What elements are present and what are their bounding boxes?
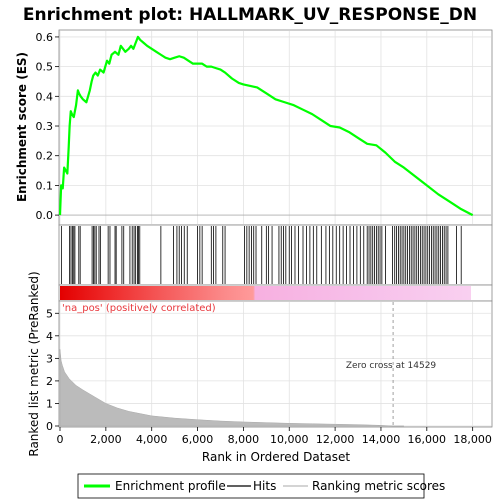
es-tick-label: 0.3 xyxy=(36,120,54,133)
metric-tick-label: 1 xyxy=(46,397,53,410)
x-tick-label: 6,000 xyxy=(182,433,214,446)
es-tick-label: 0.1 xyxy=(36,179,54,192)
x-tick-label: 2,000 xyxy=(90,433,122,446)
legend-metric-label: Ranking metric scores xyxy=(312,479,445,493)
x-tick-label: 8,000 xyxy=(228,433,260,446)
metric-panel xyxy=(58,300,493,428)
x-axis-label: Rank in Ordered Dataset xyxy=(202,450,350,464)
ticks: 0 2,000 4,000 6,000 8,000 10,000 12,000 14,000 1… xyxy=(36,31,492,446)
hit-markers xyxy=(60,226,462,284)
x-tick-label: 18,000 xyxy=(453,433,492,446)
grid xyxy=(59,31,491,427)
es-tick-label: 0.5 xyxy=(36,61,54,74)
es-tick-label: 0.0 xyxy=(36,209,54,222)
x-tick-label: 16,000 xyxy=(408,433,447,446)
x-tick-label: 12,000 xyxy=(316,433,355,446)
metric-tick-label: 3 xyxy=(46,352,53,365)
x-tick-label: 0 xyxy=(57,433,64,446)
x-tick-label: 4,000 xyxy=(136,433,168,446)
metric-area xyxy=(59,302,404,427)
legend-enrichment-label: Enrichment profile xyxy=(115,479,226,493)
ranking-metric-area xyxy=(59,349,404,427)
es-axis-label: Enrichment score (ES) xyxy=(15,52,29,202)
metric-tick-label: 4 xyxy=(46,330,53,343)
positive-correlation-label: 'na_pos' (positively correlated) xyxy=(62,303,216,314)
es-tick-label: 0.4 xyxy=(36,90,54,103)
zero-cross-label: Zero cross at 14529 xyxy=(346,361,437,371)
rank-gradient-bar xyxy=(60,286,471,300)
metric-tick-label: 5 xyxy=(46,307,53,320)
metric-tick-label: 2 xyxy=(46,375,53,388)
es-curve-layer xyxy=(58,35,474,217)
metric-axis-label: Ranked list metric (PreRanked) xyxy=(27,271,41,456)
enrichment-profile-line xyxy=(58,35,474,217)
es-tick-label: 0.6 xyxy=(36,31,54,44)
hits-panel xyxy=(58,224,493,286)
es-tick-label: 0.2 xyxy=(36,150,54,163)
chart-title: Enrichment plot: HALLMARK_UV_RESPONSE_DN xyxy=(23,5,477,25)
legend-hits-label: Hits xyxy=(253,479,276,493)
es-panel xyxy=(58,29,493,226)
x-tick-label: 14,000 xyxy=(362,433,401,446)
metric-tick-label: 0 xyxy=(46,420,53,433)
x-tick-label: 10,000 xyxy=(270,433,309,446)
